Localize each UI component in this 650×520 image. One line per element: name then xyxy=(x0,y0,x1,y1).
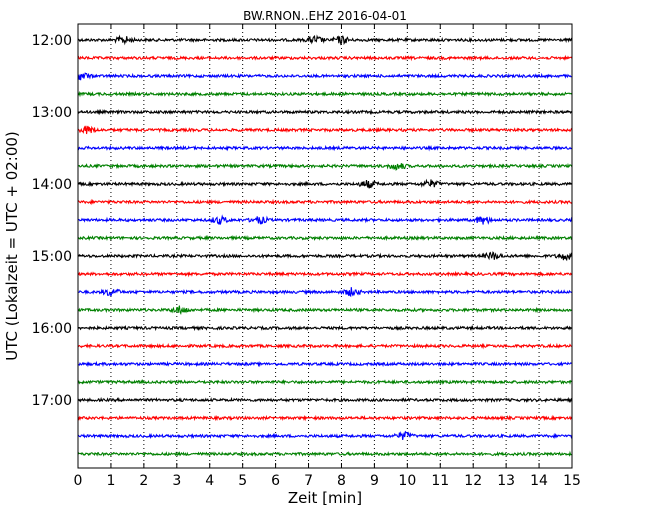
trace-1745 xyxy=(77,450,573,458)
y-axis: 12:00 13:00 14:00 15:00 16:00 17:00 xyxy=(32,33,572,409)
trace-1415 xyxy=(77,198,573,206)
x-tick-label: 6 xyxy=(271,473,280,489)
x-tick-label: 2 xyxy=(139,473,148,489)
plot-frame xyxy=(77,23,573,469)
trace-1615 xyxy=(77,342,573,350)
trace-1700 xyxy=(77,396,573,404)
x-tick-label: 14 xyxy=(530,473,548,489)
trace-1500 xyxy=(77,251,573,262)
trace-1730 xyxy=(77,430,573,440)
y-tick-label: 15:00 xyxy=(32,249,72,265)
x-tick-label: 4 xyxy=(205,473,214,489)
y-tick-label: 14:00 xyxy=(32,177,72,193)
trace-1630 xyxy=(77,360,573,368)
trace-1400 xyxy=(77,178,573,189)
trace-1200 xyxy=(77,34,573,46)
trace-1245 xyxy=(77,90,573,98)
x-tick-label: 8 xyxy=(337,473,346,489)
trace-1230 xyxy=(77,72,572,81)
trace-1345 xyxy=(77,162,573,171)
x-tick-label: 10 xyxy=(398,473,416,489)
trace-1515 xyxy=(77,270,573,278)
trace-1545 xyxy=(77,305,573,316)
trace-1315 xyxy=(77,125,573,135)
chart-title: BW.RNON..EHZ 2016-04-01 xyxy=(243,9,407,23)
trace-1645 xyxy=(77,378,573,386)
trace-1445 xyxy=(77,234,573,242)
trace-1600 xyxy=(77,324,573,332)
x-tick-label: 7 xyxy=(304,473,313,489)
x-tick-label: 3 xyxy=(172,473,181,489)
x-tick-label: 1 xyxy=(106,473,115,489)
trace-1330 xyxy=(77,144,573,152)
y-tick-label: 12:00 xyxy=(32,33,72,49)
x-axis-title: Zeit [min] xyxy=(288,489,362,507)
x-tick-label: 13 xyxy=(497,473,515,489)
y-tick-label: 16:00 xyxy=(32,321,72,337)
trace-1530 xyxy=(77,287,573,298)
y-tick-label: 13:00 xyxy=(32,105,72,121)
trace-1300 xyxy=(78,108,573,116)
x-axis: 0 1 2 3 4 5 6 7 8 9 10 11 12 13 14 15 xyxy=(74,24,581,489)
x-tick-label: 0 xyxy=(74,473,83,489)
trace-1715 xyxy=(77,414,573,422)
x-tick-label: 15 xyxy=(563,473,581,489)
trace-1430 xyxy=(77,214,573,225)
traces-group xyxy=(77,34,573,458)
x-tick-label: 9 xyxy=(370,473,379,489)
plot-background xyxy=(78,24,572,468)
x-tick-label: 11 xyxy=(431,473,449,489)
x-tick-label: 12 xyxy=(464,473,482,489)
y-tick-label: 17:00 xyxy=(32,393,72,409)
x-tick-label: 5 xyxy=(238,473,247,489)
y-axis-title: UTC (Lokalzeit = UTC + 02:00) xyxy=(3,131,21,361)
trace-1215 xyxy=(77,54,573,62)
